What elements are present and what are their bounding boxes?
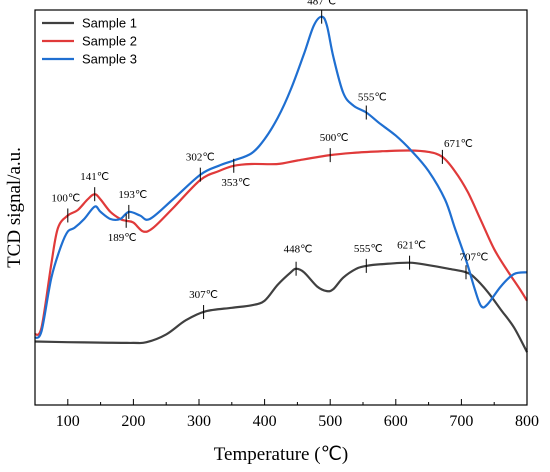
x-axis-title: Temperature (℃) (214, 444, 348, 465)
legend-label-1: Sample 1 (82, 16, 137, 31)
x-tick-label-800: 800 (515, 413, 539, 430)
annotation-label-10: 555℃ (358, 92, 387, 104)
annotation-label-3: 189℃ (108, 232, 137, 244)
x-tick-label-600: 600 (384, 413, 408, 430)
legend-label-3: Sample 3 (82, 52, 137, 67)
annotation-label-2: 141℃ (80, 171, 109, 183)
annotation-label-5: 302℃ (186, 152, 215, 164)
annotation-label-14: 621℃ (397, 240, 426, 252)
annotation-label-7: 500℃ (320, 132, 349, 144)
annotation-label-6: 353℃ (221, 177, 250, 189)
annotation-label-13: 555℃ (354, 243, 383, 255)
series-layer (34, 15, 528, 353)
series-line-2 (34, 149, 528, 336)
x-tick-label-700: 700 (449, 413, 473, 430)
annotation-label-15: 707℃ (460, 251, 489, 263)
annotation-label-4: 193℃ (118, 189, 147, 201)
annotation-label-8: 671℃ (444, 138, 473, 150)
x-tick-label-100: 100 (56, 413, 80, 430)
y-axis-title: TCD signal/a.u. (4, 147, 25, 268)
annotation-label-11: 307℃ (189, 289, 218, 301)
annotation-label-1: 100℃ (51, 192, 80, 204)
annotation-label-9: 487℃ (307, 0, 336, 8)
x-axis: 100 200 300 400 500 600 700 800 (56, 399, 539, 430)
series-line-1 (34, 261, 528, 353)
legend: Sample 1 Sample 2 Sample 3 (42, 16, 137, 67)
annotation-label-12: 448℃ (284, 244, 313, 256)
x-tick-label-500: 500 (318, 413, 342, 430)
plot-frame (34, 9, 528, 406)
series-line-3 (34, 15, 528, 339)
x-tick-label-200: 200 (121, 413, 145, 430)
x-tick-label-300: 300 (187, 413, 211, 430)
legend-label-2: Sample 2 (82, 34, 137, 49)
x-tick-label-400: 400 (253, 413, 277, 430)
